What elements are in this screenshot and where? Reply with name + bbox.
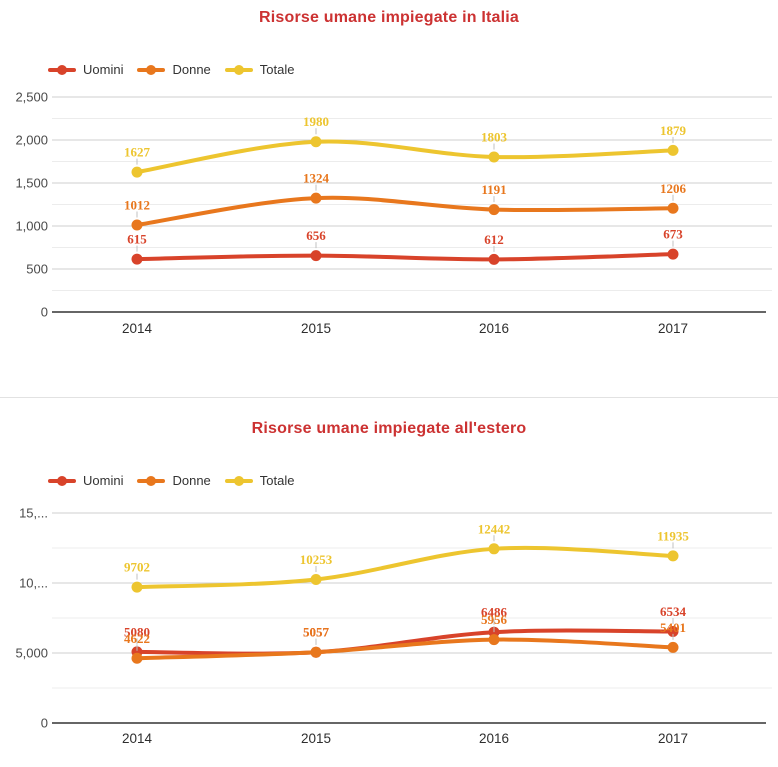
legend-item-totale[interactable]: Totale (224, 473, 295, 488)
legend-item-uomini[interactable]: Uomini (48, 473, 123, 488)
data-point-totale-2017[interactable] (667, 144, 679, 156)
legend-item-uomini[interactable]: Uomini (48, 62, 123, 77)
line-chart-estero: 0 5,000 10,... 15,... 2014 2015 2016 2017 5080 50… (15, 506, 772, 746)
chart-title-estero: Risorse umane impiegate all'estero (251, 420, 527, 437)
legend-label: Totale (259, 62, 295, 77)
data-label-uomini-2017: 673 (663, 227, 683, 242)
y-axis-tick-label: 0 (41, 305, 48, 320)
legend-estero: Uomini Donne Totale (48, 473, 294, 488)
series-line-totale (135, 139, 675, 175)
legend-swatch-icon (137, 475, 166, 486)
data-label-uomini-2017: 6534 (660, 604, 687, 619)
data-label-totale-2017: 11935 (657, 528, 689, 543)
data-label-donne-2015: 5057 (303, 625, 330, 640)
data-label-donne-2016: 1191 (481, 182, 506, 197)
legend-swatch-icon (48, 64, 76, 75)
data-point-totale-2016[interactable] (488, 151, 500, 163)
y-axis-tick-label: 1,500 (15, 176, 48, 191)
data-point-uomini-2015[interactable] (310, 250, 322, 262)
chart-estero-section: Risorse umane impiegate all'estero Uomin… (0, 398, 778, 767)
data-label-donne-2014: 1012 (124, 197, 150, 212)
x-axis-year-label: 2015 (301, 731, 331, 746)
data-label-uomini-2015: 5057 (303, 625, 330, 640)
data-label-totale-2015: 10253 (300, 552, 333, 567)
legend-label: Uomini (83, 62, 124, 77)
legend-swatch-icon (224, 475, 253, 486)
legend-item-totale[interactable]: Totale (224, 62, 295, 77)
data-point-donne-2014[interactable] (131, 219, 143, 231)
data-point-uomini-2014[interactable] (131, 253, 143, 265)
data-label-uomini-2015: 656 (306, 228, 326, 243)
data-point-totale-2017[interactable] (667, 550, 679, 562)
legend-item-donne[interactable]: Donne (137, 62, 211, 77)
data-point-totale-2015[interactable] (310, 136, 322, 148)
line-chart-italia: 0 500 1,000 1,500 2,000 2,500 2014 2015 2016 2017… (15, 90, 772, 336)
legend-label: Uomini (83, 473, 124, 488)
series-line-donne (135, 637, 675, 661)
data-point-donne-2015[interactable] (310, 646, 322, 658)
data-point-donne-2016[interactable] (488, 204, 500, 216)
chart-title-italia: Risorse umane impiegate in Italia (258, 9, 519, 26)
x-axis-year-label: 2016 (479, 731, 509, 746)
data-label-donne-2016: 5956 (481, 612, 508, 627)
chart-italia-section: Risorse umane impiegate in Italia Uomini… (0, 9, 778, 398)
x-axis-year-label: 2014 (122, 731, 153, 746)
data-point-totale-2014[interactable] (131, 581, 143, 593)
data-label-totale-2017: 1879 (660, 123, 687, 138)
y-axis-tick-label: 1,000 (15, 219, 48, 234)
data-label-totale-2014: 9702 (124, 560, 150, 575)
legend-swatch-icon (48, 475, 76, 486)
series-line-totale (135, 545, 675, 590)
x-axis-year-label: 2014 (122, 321, 153, 336)
data-point-donne-2014[interactable] (131, 652, 143, 664)
y-axis-tick-label: 2,000 (15, 133, 48, 148)
legend-item-donne[interactable]: Donne (137, 473, 211, 488)
data-point-uomini-2017[interactable] (667, 626, 679, 638)
data-point-totale-2015[interactable] (310, 573, 322, 585)
y-axis-tick-label: 10,... (19, 576, 48, 591)
y-axis-tick-label: 500 (26, 262, 48, 277)
legend-label: Donne (172, 62, 211, 77)
legend-italia: Uomini Donne Totale (48, 62, 294, 77)
x-axis-year-label: 2016 (479, 321, 509, 336)
data-point-donne-2017[interactable] (667, 641, 679, 653)
data-label-donne-2017: 5401 (660, 620, 686, 635)
legend-label: Donne (172, 473, 211, 488)
data-label-totale-2016: 1803 (481, 129, 508, 144)
data-point-donne-2015[interactable] (310, 192, 322, 204)
y-axis-tick-label: 15,... (19, 506, 48, 521)
legend-swatch-icon (137, 64, 166, 75)
data-label-totale-2016: 12442 (478, 521, 511, 536)
y-axis-tick-label: 5,000 (15, 646, 48, 661)
data-label-uomini-2016: 612 (484, 232, 504, 247)
data-point-uomini-2016[interactable] (488, 253, 500, 265)
x-axis-year-label: 2017 (658, 321, 688, 336)
legend-label: Totale (259, 473, 295, 488)
data-label-totale-2015: 1980 (303, 114, 329, 129)
data-label-uomini-2016: 6486 (481, 605, 508, 620)
data-point-totale-2014[interactable] (131, 166, 143, 178)
data-label-totale-2014: 1627 (124, 145, 151, 160)
series-line-uomini (135, 252, 675, 262)
series-line-uomini (135, 628, 675, 656)
data-point-donne-2016[interactable] (488, 634, 500, 646)
data-point-donne-2017[interactable] (667, 202, 679, 214)
data-label-donne-2015: 1324 (303, 171, 330, 186)
data-label-donne-2017: 1206 (660, 181, 687, 196)
data-label-donne-2014: 4622 (124, 631, 150, 646)
x-axis-year-label: 2017 (658, 731, 688, 746)
series-line-donne (135, 195, 675, 227)
x-axis-year-label: 2015 (301, 321, 331, 336)
y-axis-tick-label: 2,500 (15, 90, 48, 105)
data-point-uomini-2017[interactable] (667, 248, 679, 260)
data-label-uomini-2014: 615 (127, 232, 147, 247)
legend-swatch-icon (224, 64, 253, 75)
y-axis-tick-label: 0 (41, 716, 48, 731)
data-label-uomini-2014: 5080 (124, 624, 150, 639)
data-point-totale-2016[interactable] (488, 543, 500, 555)
